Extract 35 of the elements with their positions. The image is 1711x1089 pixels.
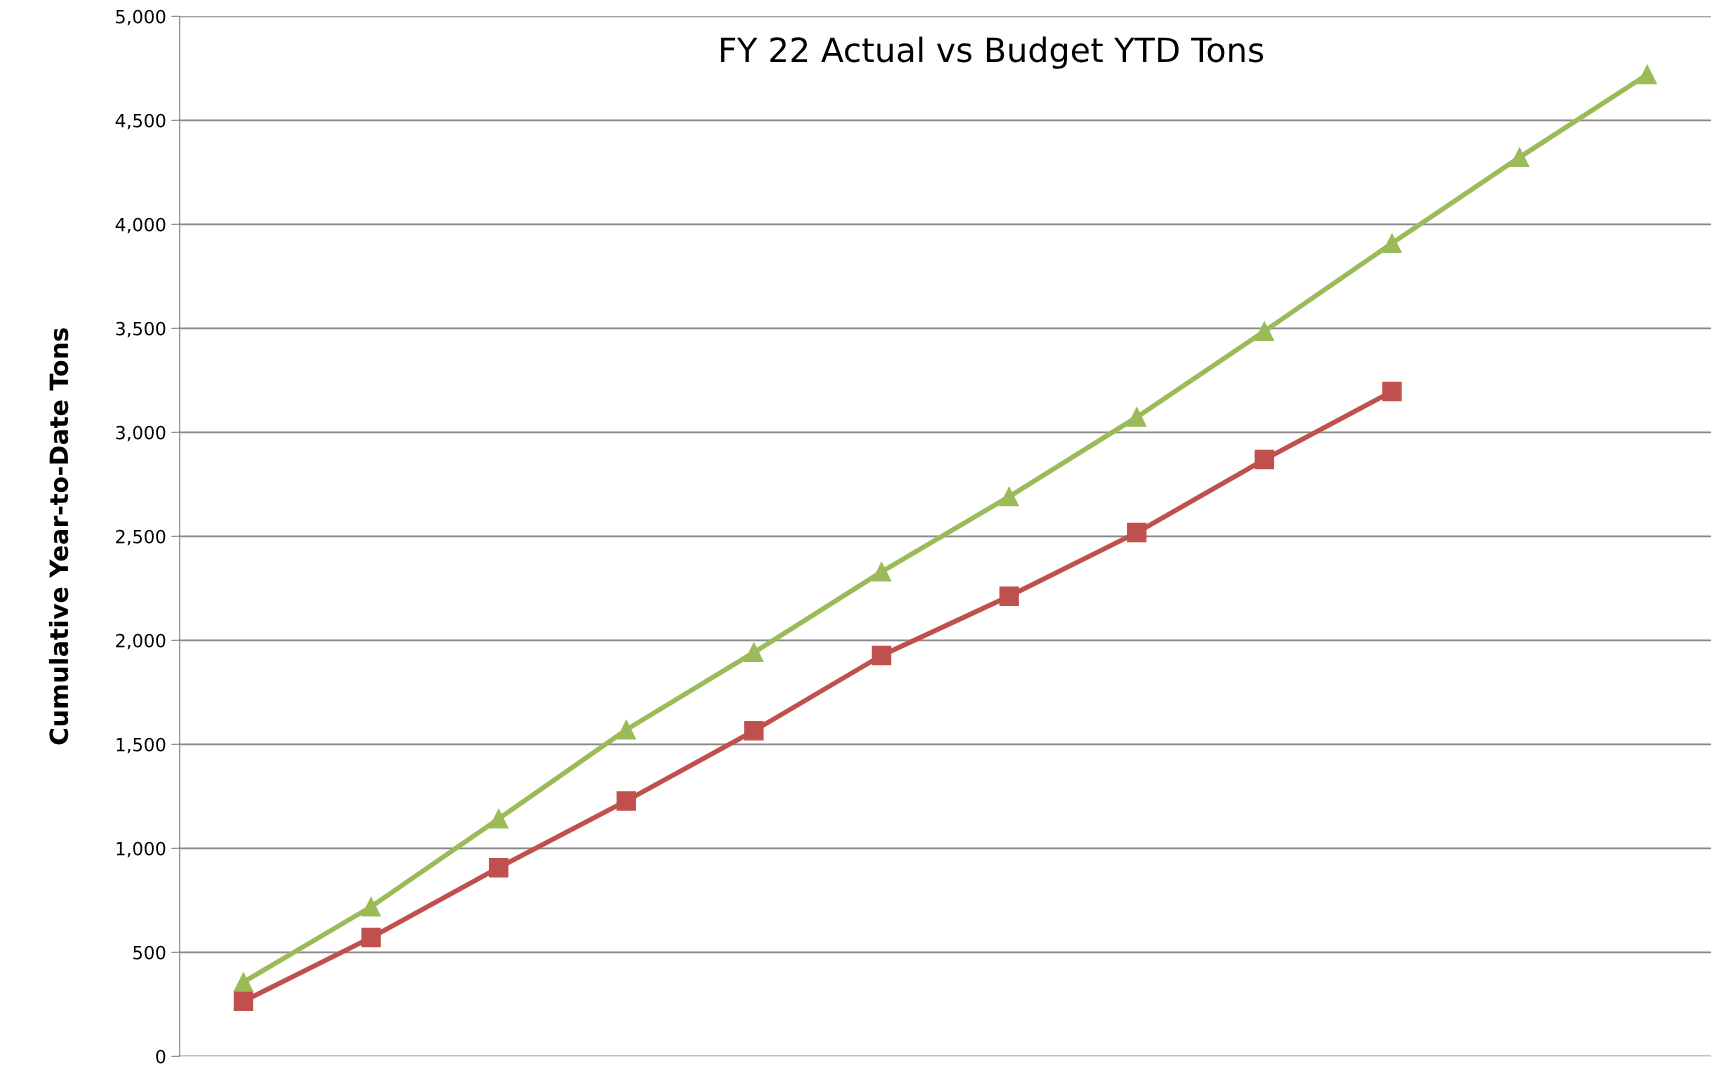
point — [1254, 321, 1275, 341]
point — [871, 562, 892, 582]
y-axis-title: Cumulative Year-to-Date Tons — [48, 328, 69, 745]
y-tick-label: 1,000 — [116, 841, 166, 858]
y-tick-label: 3,500 — [116, 321, 166, 338]
point — [744, 642, 764, 663]
point — [488, 809, 509, 829]
point — [616, 791, 637, 811]
point — [999, 486, 1019, 507]
y-tick-label: 500 — [133, 945, 166, 960]
y-tick-label: 4,000 — [115, 217, 166, 234]
y-tick-label: 0 — [156, 1049, 166, 1064]
point — [999, 586, 1019, 606]
y-tick-label: 3,000 — [116, 425, 166, 442]
point — [1509, 147, 1530, 168]
point — [1254, 449, 1275, 470]
y-tick-label: 1,500 — [116, 737, 166, 754]
point — [1127, 407, 1147, 427]
y-tick-label: 5,000 — [116, 9, 166, 26]
point — [361, 897, 381, 917]
y-tick-label: 2,000 — [116, 633, 166, 650]
point — [361, 927, 381, 948]
point — [488, 857, 509, 878]
point — [1127, 522, 1147, 543]
text: FY 22 Actual vs Budget YTD Tons — [721, 36, 1264, 69]
point — [233, 991, 254, 1011]
y-tick-label: 4,500 — [115, 113, 166, 130]
point — [744, 721, 764, 741]
point — [1382, 233, 1402, 253]
point — [616, 720, 637, 740]
point — [871, 645, 892, 666]
y-tick-label: 2,500 — [116, 529, 166, 546]
point — [1382, 381, 1402, 402]
point — [233, 972, 254, 992]
point — [1637, 64, 1657, 85]
